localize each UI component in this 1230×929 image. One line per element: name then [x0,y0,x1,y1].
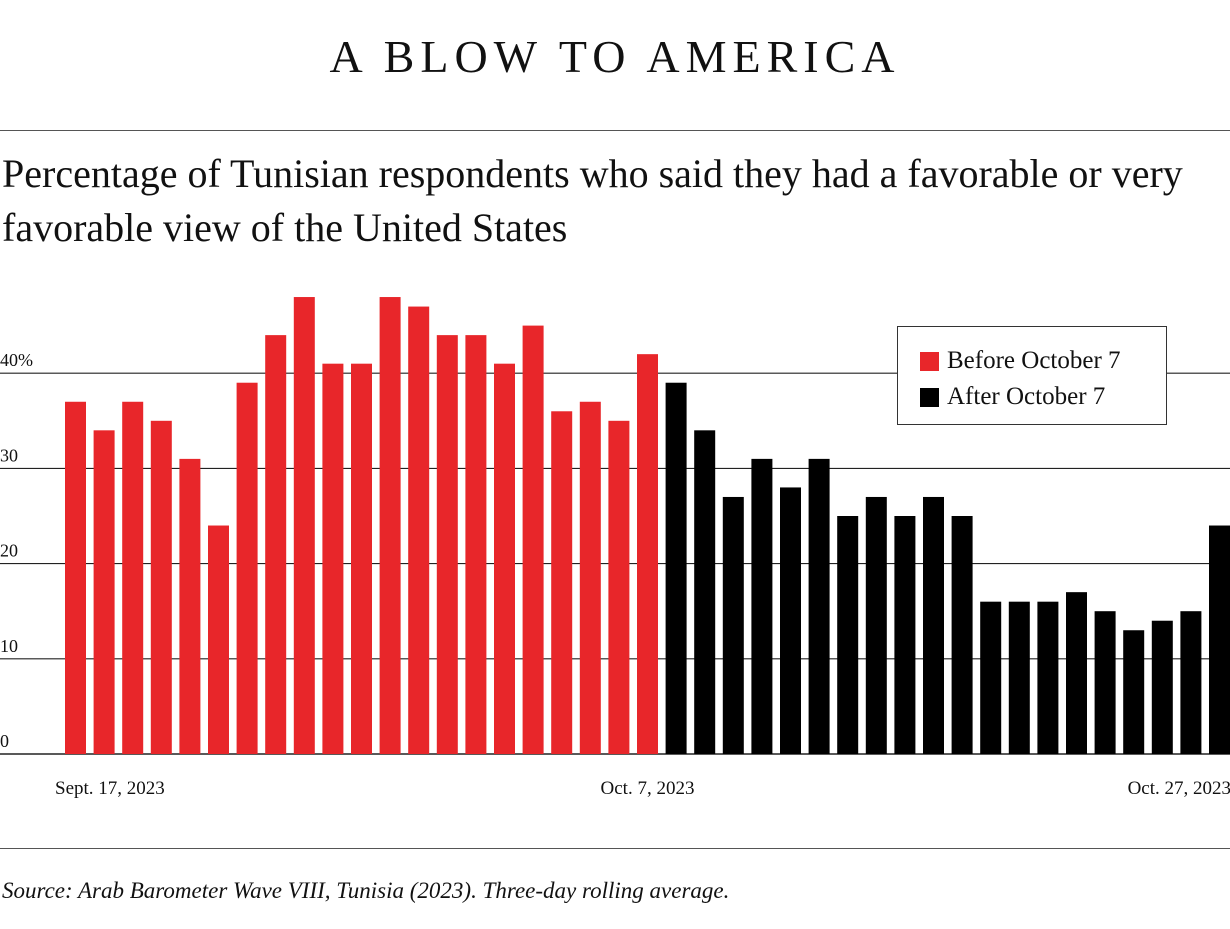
y-tick-label: 40% [0,350,33,370]
legend-swatch-after [920,387,939,407]
legend-label-before: Before October 7 [947,347,1121,374]
bar-before-oct7 [150,420,172,754]
chart-subtitle: Percentage of Tunisian respondents who s… [2,151,1183,250]
bar-after-oct7 [1151,620,1173,754]
bar-after-oct7 [808,458,830,754]
bar-after-oct7 [894,516,916,754]
legend-swatch-before [920,351,939,371]
bar-after-oct7 [780,487,801,754]
bar-after-oct7 [665,382,687,754]
bar-after-oct7 [923,496,944,754]
bar-before-oct7 [208,525,229,754]
bar-before-oct7 [179,458,201,754]
bar-before-oct7 [379,297,401,754]
bar-after-oct7 [951,516,973,754]
bar-before-oct7 [465,335,487,754]
bar-before-oct7 [522,325,544,754]
bar-after-oct7 [865,496,887,754]
bar-after-oct7 [1066,592,1087,754]
x-date-label: Sept. 17, 2023 [55,778,165,799]
bar-before-oct7 [122,401,144,754]
y-tick-label: 20 [0,541,18,561]
bar-after-oct7 [722,496,744,754]
y-tick-label: 10 [0,636,18,656]
bar-after-oct7 [1123,630,1145,754]
bar-before-oct7 [265,335,287,754]
bar-after-oct7 [837,516,859,754]
top-divider [0,130,1230,131]
bar-before-oct7 [408,306,430,754]
bar-after-oct7 [980,601,1002,754]
bar-before-oct7 [293,297,315,754]
bar-before-oct7 [551,411,573,754]
bar-before-oct7 [494,363,515,754]
x-date-label: Oct. 7, 2023 [601,778,695,799]
bar-before-oct7 [608,420,630,754]
bar-before-oct7 [436,335,458,754]
bars [65,297,1230,754]
y-tick-label: 30 [0,445,18,465]
bar-before-oct7 [579,401,601,754]
source-note: Source: Arab Barometer Wave VIII, Tunisi… [2,878,730,903]
bar-after-oct7 [1180,611,1202,754]
legend-label-after: After October 7 [947,383,1106,410]
bottom-divider [0,848,1230,849]
bar-before-oct7 [65,401,86,754]
bar-after-oct7 [694,430,716,754]
bar-chart: 0 10 20 30 40% Sept. 17, 2023 Oct. 7, 2023 Oct.… [0,297,1230,799]
bar-before-oct7 [351,363,372,754]
x-date-label: Oct. 27, 2023 [1128,778,1230,799]
chart-headline: A BLOW TO AMERICA [329,31,901,82]
bar-after-oct7 [1008,601,1030,754]
bar-after-oct7 [1209,525,1230,754]
bar-after-oct7 [1094,611,1116,754]
y-tick-label: 0 [0,731,9,751]
legend-item-after: After October 7 [898,379,1166,415]
chart-legend: Before October 7 After October 7 [897,326,1167,425]
legend-item-before: Before October 7 [898,343,1166,379]
bar-after-oct7 [751,458,773,754]
axis-labels: 0 10 20 30 40% Sept. 17, 2023 Oct. 7, 2023 Oct.… [0,350,1230,799]
bar-before-oct7 [93,430,115,754]
bar-before-oct7 [322,363,344,754]
bar-before-oct7 [637,354,658,754]
bar-before-oct7 [236,382,258,754]
bar-after-oct7 [1037,601,1059,754]
